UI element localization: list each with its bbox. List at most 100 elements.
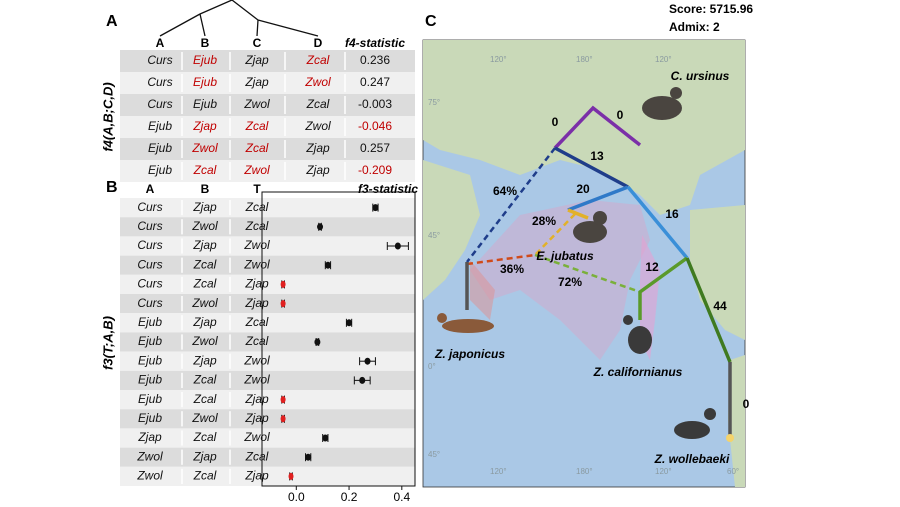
point <box>372 204 379 212</box>
point <box>288 472 294 480</box>
edge-label: 0 <box>743 397 750 411</box>
population-cell: Ejub <box>138 411 162 425</box>
population-cell: Zjap <box>192 449 217 463</box>
population-cell: Zjap <box>192 200 217 214</box>
population-cell: Zwol <box>243 97 270 111</box>
edge-label: 36% <box>500 262 524 276</box>
population-cell: Zjap <box>305 141 330 155</box>
population-cell: Zcal <box>193 373 217 387</box>
population-cell: Ejub <box>138 334 162 348</box>
population-cell: Zwol <box>243 163 270 177</box>
population-cell: Zwol <box>243 238 270 252</box>
population-cell: Zjap <box>244 53 269 67</box>
column-header: D <box>314 36 323 50</box>
population-cell: Zjap <box>244 75 269 89</box>
row-background <box>120 409 415 429</box>
point <box>305 453 312 461</box>
population-cell: Ejub <box>148 141 172 155</box>
row-background <box>120 332 415 352</box>
column-header: C <box>253 36 262 50</box>
row-background <box>120 390 415 410</box>
edge-label: 13 <box>590 149 604 163</box>
admix: Admix: 2 <box>669 20 720 34</box>
population-cell: Curs <box>137 219 162 233</box>
population-cell: Zcal <box>245 315 269 329</box>
point <box>280 280 286 288</box>
species-label: Z. californianus <box>593 365 683 379</box>
edge-label: 28% <box>532 214 556 228</box>
population-cell: Zcal <box>245 200 269 214</box>
population-cell: Zwol <box>191 219 218 233</box>
population-cell: Zjap <box>192 119 217 133</box>
grid-label: 120° <box>655 467 672 476</box>
chart-title: f3-statistic <box>358 182 418 196</box>
cladogram <box>159 0 319 37</box>
row-background <box>120 255 415 275</box>
f4-value: -0.046 <box>358 119 392 133</box>
row-background <box>120 94 415 116</box>
population-cell: Curs <box>147 97 172 111</box>
row-background <box>120 217 415 237</box>
population-cell: Zwol <box>304 75 331 89</box>
species-label: Z. wollebaeki <box>654 452 730 466</box>
population-cell: Zcal <box>193 277 217 291</box>
x-tick-label: 0.4 <box>393 490 410 504</box>
column-header: A <box>146 182 155 196</box>
column-header: f4-statistic <box>345 36 405 50</box>
population-cell: Ejub <box>138 315 162 329</box>
grid-label: 75° <box>428 98 440 107</box>
population-cell: Curs <box>147 53 172 67</box>
row-background <box>120 138 415 160</box>
population-cell: Ejub <box>148 119 172 133</box>
population-cell: Curs <box>137 238 162 252</box>
x-tick-label: 0.0 <box>288 490 305 504</box>
edge-label: 16 <box>665 207 679 221</box>
population-cell: Zcal <box>245 219 269 233</box>
row-background <box>120 116 415 138</box>
population-cell: Zjap <box>244 411 269 425</box>
f4-value: -0.209 <box>358 163 392 177</box>
row-background <box>120 351 415 371</box>
population-cell: Zjap <box>244 392 269 406</box>
row-background <box>120 198 415 218</box>
population-cell: Zwol <box>191 334 218 348</box>
population-cell: Curs <box>137 277 162 291</box>
grid-label: 180° <box>576 55 593 64</box>
x-tick-label: 0.2 <box>341 490 358 504</box>
population-cell: Ejub <box>193 53 217 67</box>
population-cell: Zwol <box>243 353 270 367</box>
grid-label: 180° <box>576 467 593 476</box>
grid-label: 120° <box>490 55 507 64</box>
population-cell: Zcal <box>193 469 217 483</box>
admixture-graph <box>465 105 734 442</box>
population-cell: Zjap <box>192 238 217 252</box>
population-cell: Curs <box>147 75 172 89</box>
population-cell: Ejub <box>148 163 172 177</box>
population-cell: Zwol <box>243 257 270 271</box>
grid-label: 60° <box>727 467 739 476</box>
point <box>346 319 353 327</box>
point <box>317 223 324 231</box>
population-cell: Zjap <box>305 163 330 177</box>
species-label: C. ursinus <box>671 69 730 83</box>
point <box>314 338 321 346</box>
panel-label: C <box>425 13 437 30</box>
point <box>280 396 286 404</box>
edge-label: 72% <box>558 275 582 289</box>
column-header: T <box>253 182 261 196</box>
row-background <box>120 428 415 448</box>
grid-label: 45° <box>428 231 440 240</box>
f4-value: 0.257 <box>360 141 390 155</box>
population-cell: Zcal <box>245 119 269 133</box>
plot-frame <box>261 191 416 487</box>
population-cell: Ejub <box>138 392 162 406</box>
population-cell: Zcal <box>245 334 269 348</box>
row-background <box>120 294 415 314</box>
row-background <box>120 160 415 182</box>
row-background <box>120 50 415 72</box>
population-cell: Zcal <box>306 97 330 111</box>
animal-silhouettes <box>437 87 716 439</box>
population-cell: Zcal <box>306 53 330 67</box>
edge-label: 20 <box>576 182 590 196</box>
f4-value: 0.247 <box>360 75 390 89</box>
